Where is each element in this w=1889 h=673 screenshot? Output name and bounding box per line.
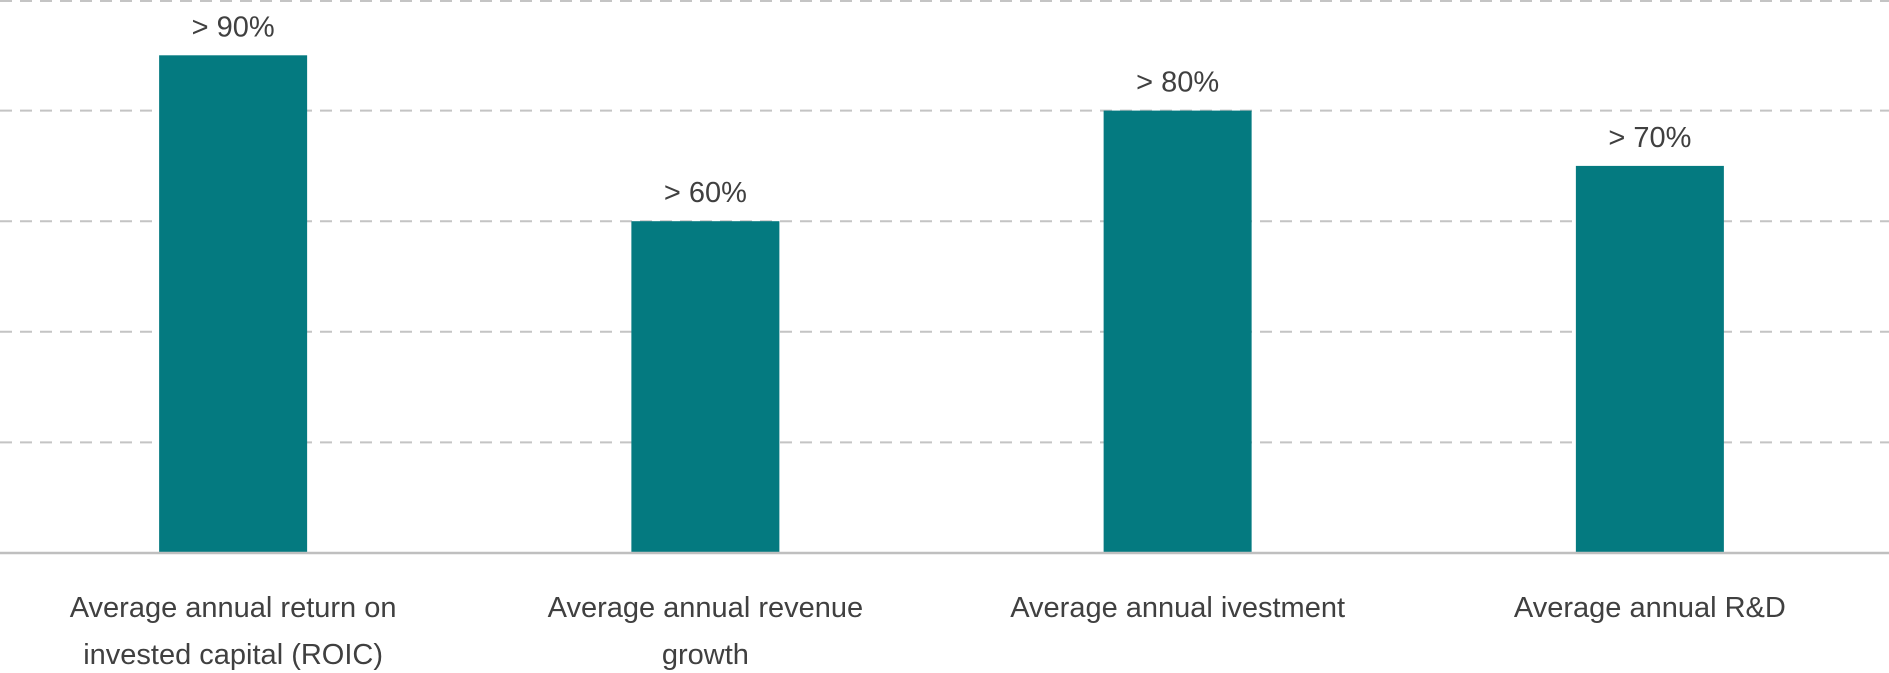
bar	[631, 221, 780, 553]
data-label: > 80%	[1136, 67, 1219, 99]
category-labels: Average annual return on invested capital…	[70, 592, 1786, 671]
category-label: Average annual return on	[70, 592, 397, 624]
data-label: > 70%	[1608, 122, 1691, 154]
bars	[159, 55, 1724, 554]
category-label: Average annual ivestment	[1010, 592, 1345, 624]
category-label: Average annual revenue	[548, 592, 864, 624]
data-label: > 60%	[664, 177, 747, 209]
category-label: Average annual R&D	[1514, 592, 1786, 624]
data-label: > 90%	[192, 11, 275, 43]
bar	[1103, 110, 1252, 553]
gridlines	[0, 0, 1889, 444]
category-label: invested capital (ROIC)	[83, 639, 383, 671]
data-labels: > 90% > 60% > 80% > 70%	[192, 11, 1692, 209]
bar	[1575, 165, 1724, 553]
bar	[159, 55, 308, 554]
category-label: growth	[662, 639, 749, 671]
